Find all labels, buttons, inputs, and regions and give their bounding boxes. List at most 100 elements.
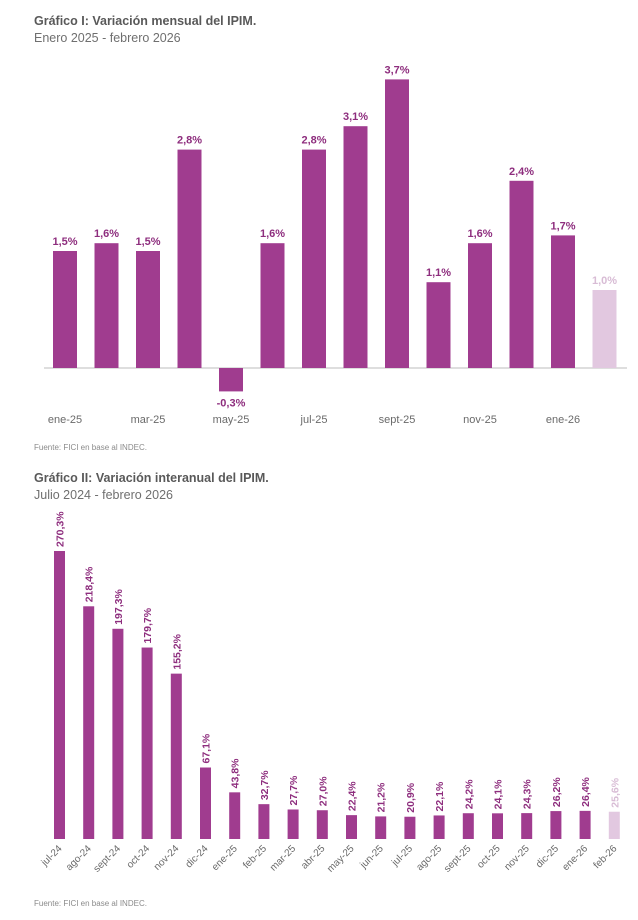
chart1-bar-ene-26 (551, 235, 575, 368)
chart1-data-label: 1,5% (52, 236, 77, 248)
chart1-bar-jun-25 (260, 243, 285, 368)
chart1-tick-label: jul-25 (300, 414, 328, 426)
chart2-bar-ago-24 (83, 606, 95, 839)
chart2-bar-abr-25 (316, 810, 328, 839)
chart2-tick-label: dic-25 (534, 843, 561, 870)
chart2-data-label: 22,4% (347, 781, 359, 811)
chart2-data-label: 27,0% (317, 776, 329, 806)
chart1-data-label: 1,1% (426, 267, 451, 279)
chart1-data-label: 1,6% (260, 228, 285, 240)
chart1-bar-feb-25 (94, 243, 119, 368)
chart2-bar-ene-25 (229, 792, 241, 839)
chart2-bar-feb-25 (258, 804, 270, 839)
chart2-title: Gráfico II: Variación interanual del IPI… (34, 471, 269, 485)
chart1-bar-ene-25 (53, 251, 77, 368)
chart2-tick-label: ene-25 (210, 843, 240, 873)
chart2-bar-ago-25 (433, 815, 445, 839)
chart2-bar-jul-25 (404, 816, 416, 839)
chart2-data-label: 26,2% (551, 777, 563, 807)
chart2-data-label: 24,3% (522, 779, 534, 809)
chart2-tick-label: sept-24 (92, 843, 124, 875)
chart2-data-label: 270,3% (55, 511, 67, 547)
chart1-bar-abr-25 (177, 149, 202, 368)
chart1-bar-feb-26 (592, 290, 617, 368)
chart1-data-label: 2,8% (301, 135, 326, 147)
chart2-data-label: 197,3% (113, 589, 125, 625)
chart2-bar-dic-24 (200, 767, 211, 839)
chart2-tick-label: oct-24 (125, 843, 153, 871)
chart1-subtitle: Enero 2025 - febrero 2026 (34, 31, 181, 45)
chart2-tick-label: sept-25 (442, 843, 474, 875)
chart1-title: Gráfico I: Variación mensual del IPIM. (34, 14, 257, 28)
chart2-tick-label: nov-24 (152, 843, 182, 873)
chart1-bar-nov-25 (468, 243, 492, 368)
chart1-tick-label: nov-25 (463, 414, 497, 426)
chart1-bar-dic-25 (509, 180, 534, 368)
chart2-tick-label: jul-24 (39, 843, 65, 869)
chart2-data-label: 218,4% (84, 566, 96, 602)
chart2-tick-label: oct-25 (475, 843, 503, 871)
chart2-data-label: 179,7% (142, 607, 154, 643)
chart2-bar-oct-24 (141, 647, 153, 839)
chart1-source: Fuente: FICI en base al INDEC. (34, 443, 147, 452)
chart2-tick-label: dic-24 (184, 843, 211, 870)
chart2-bar-jun-25 (375, 816, 387, 839)
chart2-bar-oct-25 (492, 813, 503, 839)
chart2-bar-ene-26 (579, 810, 591, 839)
chart2-tick-label: feb-26 (592, 843, 620, 871)
chart1-monthly-ipim: 1,5% ene-25 1,6% 1,5% mar-25 2,8% -0,3% may-25 1… (44, 64, 627, 426)
chart2-bar-sept-24 (112, 628, 124, 839)
chart1-data-label: -0,3% (217, 397, 246, 409)
chart2-tick-label: nov-25 (502, 843, 532, 873)
chart2-data-label: 22,1% (434, 781, 446, 811)
chart2-tick-label: ago-24 (64, 843, 94, 873)
chart2-data-label: 20,9% (405, 782, 417, 812)
chart2-source: Fuente: FICI en base al INDEC. (34, 899, 147, 908)
chart2-tick-label: jun-25 (358, 843, 386, 871)
chart1-tick-label: ene-26 (546, 414, 580, 426)
chart2-tick-label: jul-25 (389, 843, 415, 869)
chart1-tick-label: mar-25 (131, 414, 166, 426)
chart1-data-label: 1,6% (94, 228, 119, 240)
chart2-bar-nov-25 (521, 813, 533, 839)
chart2-data-label: 155,2% (171, 633, 183, 669)
chart1-bar-jul-25 (302, 149, 326, 368)
chart2-data-label: 24,2% (463, 779, 475, 809)
chart2-tick-label: may-25 (325, 843, 357, 875)
chart1-data-label: 2,8% (177, 135, 202, 147)
chart2-data-label: 25,6% (609, 777, 621, 807)
chart1-bar-sept-25 (385, 79, 409, 369)
chart1-data-label: 3,7% (384, 64, 409, 76)
chart2-bar-sept-25 (462, 813, 474, 839)
chart1-bar-ago-25 (343, 126, 368, 368)
chart2-data-label: 43,8% (230, 758, 242, 788)
chart2-tick-label: feb-25 (241, 843, 269, 871)
chart1-bar-mar-25 (136, 251, 160, 368)
chart1-data-label: 1,5% (135, 236, 160, 248)
chart2-data-label: 27,7% (288, 775, 300, 805)
chart2-data-label: 67,1% (201, 733, 213, 763)
chart2-data-label: 24,1% (493, 779, 505, 809)
chart1-data-label: 3,1% (343, 111, 368, 123)
chart2-tick-label: mar-25 (268, 843, 298, 873)
chart2-bar-may-25 (346, 815, 357, 839)
chart2-yearly-ipim: 270,3% jul-24 218,4% ago-24 197,3% sept-24 179… (39, 511, 621, 875)
chart2-tick-label: abr-25 (299, 843, 328, 872)
chart2-data-label: 21,2% (376, 782, 388, 812)
chart2-bar-mar-25 (287, 809, 299, 839)
chart1-tick-label: ene-25 (48, 414, 82, 426)
chart1-tick-label: sept-25 (379, 414, 416, 426)
chart2-data-label: 26,4% (580, 776, 592, 806)
chart2-bar-nov-24 (170, 673, 182, 839)
chart1-data-label: 1,0% (592, 275, 617, 287)
chart2-tick-label: ago-25 (414, 843, 444, 873)
chart1-data-label: 2,4% (509, 166, 534, 178)
chart1-data-label: 1,6% (467, 228, 492, 240)
chart2-tick-label: ene-26 (560, 843, 590, 873)
chart2-bar-dic-25 (550, 811, 562, 839)
chart1-tick-label: may-25 (213, 414, 250, 426)
chart2-bar-feb-26 (608, 811, 620, 839)
chart2-data-label: 32,7% (259, 770, 271, 800)
chart2-bar-jul-24 (54, 551, 65, 839)
chart2-subtitle: Julio 2024 - febrero 2026 (34, 488, 173, 502)
